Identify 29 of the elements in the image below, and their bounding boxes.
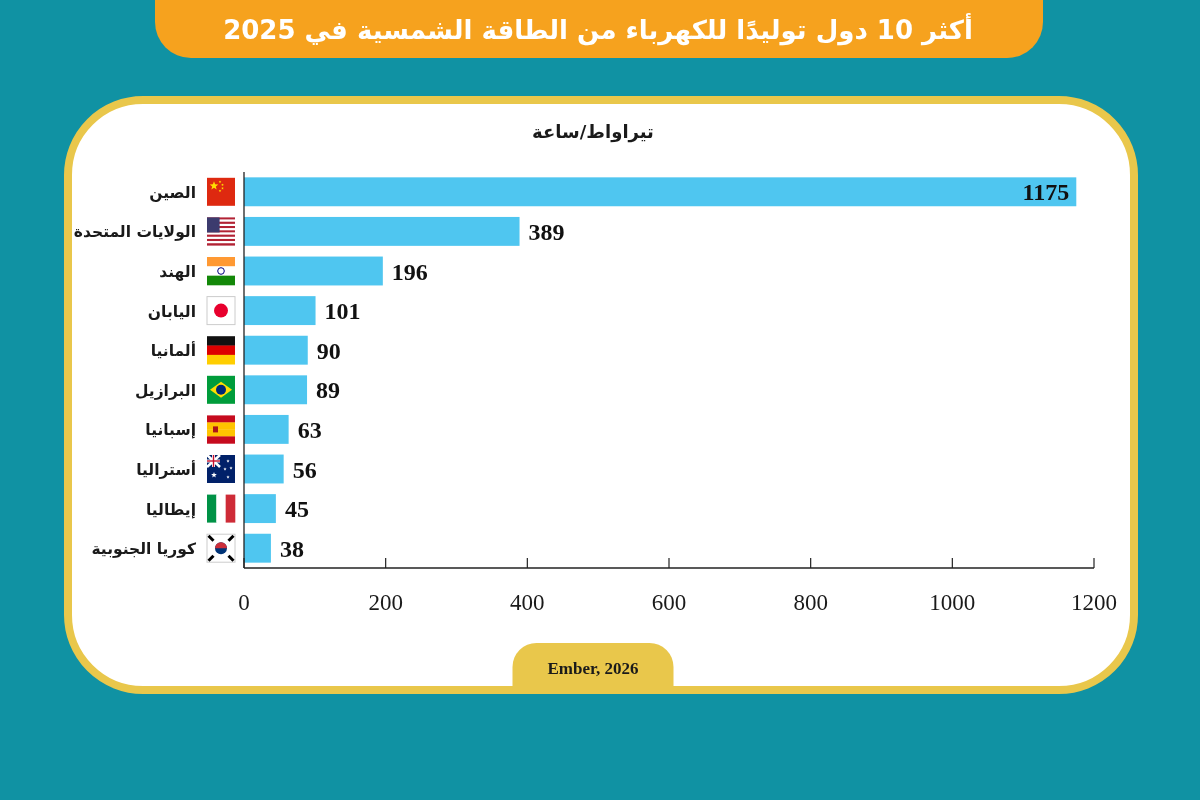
category-label: الولايات المتحدة [73,223,196,242]
data-label: 38 [279,535,304,562]
category-label: أستراليا [136,461,196,479]
category-label: الصين [149,183,196,202]
data-label: 196 [391,258,428,285]
tick-label: 800 [793,590,828,615]
data-label: 90 [316,337,341,364]
tick-label: 1200 [1071,590,1117,615]
data-label: 56 [292,456,317,483]
tick-label: 600 [651,590,687,615]
tick-label: 400 [510,590,545,615]
category-label: إيطاليا [145,500,196,519]
data-label: 101 [324,298,361,325]
tick-label: 200 [368,590,403,615]
tick-label: 0 [238,590,250,615]
data-label: 1175 [1022,179,1070,206]
category-label: ألمانيا [150,342,196,361]
category-label: البرازيل [135,381,196,400]
category-label: إسبانيا [145,421,196,440]
tick-label: 1000 [929,590,976,615]
category-label: الهند [159,263,196,281]
subtitle: تيراواط/ساعة [532,121,654,142]
data-label: 63 [297,416,322,443]
category-label: كوريا الجنوبية [91,540,196,559]
data-label: 89 [316,377,341,404]
category-label: اليابان [147,302,196,321]
data-label: 389 [528,218,565,245]
data-label: 45 [284,496,309,523]
title: أكثر 10 دول توليدًا للكهرباء من الطاقة الشمسية في 2025 [223,15,973,45]
